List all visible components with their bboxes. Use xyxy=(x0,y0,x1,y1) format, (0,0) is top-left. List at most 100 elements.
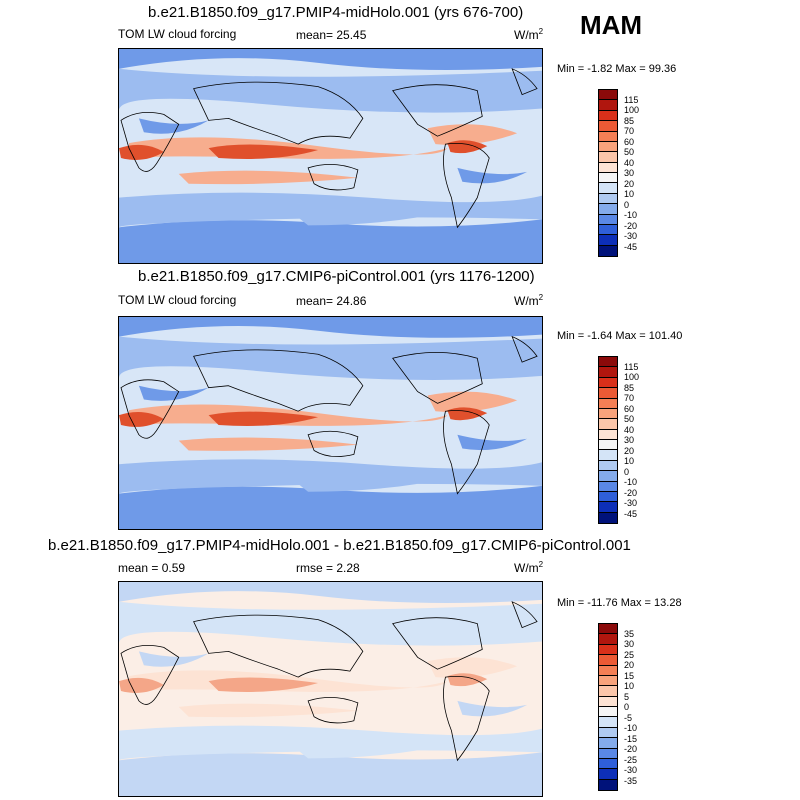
field-contour-cold xyxy=(138,651,209,667)
field-contour-cold xyxy=(119,752,542,796)
colorbar-swatch xyxy=(599,110,617,122)
colorbar-tick-label: -20 xyxy=(624,744,638,754)
season-label: MAM xyxy=(580,10,643,40)
colorbar-swatch xyxy=(599,419,617,430)
colorbar-tick-label: 10 xyxy=(624,681,635,691)
colorbar-tick-label: -5 xyxy=(624,712,633,723)
panel2-minmax: Min = -1.64 Max = 101.40 xyxy=(557,330,683,342)
colorbar-swatch xyxy=(599,502,617,513)
colorbar-tick-label: -20 xyxy=(624,220,638,231)
field-contour-cold xyxy=(457,167,528,184)
field-contour-cold xyxy=(138,385,209,401)
panel3-title: b.e21.B1850.f09_g17.PMIP4-midHolo.001 - … xyxy=(48,537,631,554)
colorbar-swatch xyxy=(599,398,617,409)
colorbar-tick-label: 50 xyxy=(624,147,635,157)
colorbar-swatch xyxy=(599,758,617,770)
coastline xyxy=(511,68,538,96)
field-contour-cool xyxy=(298,745,418,759)
colorbar-swatch xyxy=(599,665,617,676)
coastline xyxy=(193,349,364,412)
field-contour-cool xyxy=(119,68,542,113)
colorbar-swatch xyxy=(599,141,617,153)
colorbar-swatch xyxy=(599,173,617,184)
colorbar-swatch xyxy=(599,686,617,697)
coastline xyxy=(443,676,490,762)
colorbar-swatch xyxy=(599,121,617,132)
colorbar-tick-label: 50 xyxy=(624,414,635,424)
colorbar-swatch xyxy=(599,634,617,645)
colorbar-tick-label: 25 xyxy=(624,649,635,660)
colorbar-tick-label: -10 xyxy=(624,477,638,487)
panel1-mean: mean= 25.45 xyxy=(296,28,367,42)
panel1-title: b.e21.B1850.f09_g17.PMIP4-midHolo.001 (y… xyxy=(148,4,524,21)
coastline xyxy=(511,335,538,363)
colorbar-tick-label: -30 xyxy=(624,765,638,775)
panel2-colorbar xyxy=(598,356,618,524)
colorbar-tick-label: 5 xyxy=(624,691,630,702)
field-contour-warm-max xyxy=(208,411,319,426)
colorbar-swatch xyxy=(599,193,617,205)
panel1-colorbar xyxy=(598,89,618,257)
field-contour-cold xyxy=(119,219,542,263)
colorbar-tick-label: 85 xyxy=(624,382,635,393)
colorbar-tick-label: 30 xyxy=(624,435,635,445)
colorbar-swatch xyxy=(599,769,617,780)
colorbar-tick-label: -20 xyxy=(624,487,638,498)
colorbar-swatch xyxy=(599,377,617,389)
colorbar-tick-label: 0 xyxy=(624,466,630,477)
colorbar-tick-label: -45 xyxy=(624,241,638,252)
field-contour-cool xyxy=(119,459,542,494)
field-contour-cool xyxy=(298,478,418,492)
panel2-coastlines xyxy=(120,335,538,495)
panel3-minmax: Min = -11.76 Max = 13.28 xyxy=(557,597,682,609)
colorbar-swatch xyxy=(599,748,617,759)
field-contour-cool xyxy=(119,336,542,380)
colorbar-swatch xyxy=(599,471,617,482)
colorbar-swatch xyxy=(599,235,617,246)
colorbar-swatch xyxy=(599,460,617,472)
colorbar-swatch xyxy=(599,491,617,503)
colorbar-swatch xyxy=(599,245,617,256)
colorbar-swatch xyxy=(599,224,617,236)
coastline xyxy=(120,112,180,172)
colorbar-tick-label: 115 xyxy=(624,94,639,105)
colorbar-swatch xyxy=(599,644,617,656)
colorbar-swatch xyxy=(599,367,617,378)
field-contour-warm-max xyxy=(208,144,319,159)
coastline xyxy=(120,645,180,705)
coastline xyxy=(392,351,483,404)
panel3-coastlines xyxy=(120,601,538,762)
colorbar-tick-label: 70 xyxy=(624,126,635,136)
panel3-map xyxy=(118,581,543,797)
colorbar-swatch xyxy=(599,440,617,451)
field-contour-warm-max xyxy=(119,677,164,693)
field-contour-warm-max xyxy=(119,144,164,160)
field-contour-warm xyxy=(427,124,518,145)
colorbar-swatch xyxy=(599,90,617,101)
coastline xyxy=(443,143,490,229)
panel2-left-label: TOM LW cloud forcing xyxy=(118,293,237,307)
panel1-map xyxy=(118,48,543,264)
colorbar-tick-label: -10 xyxy=(624,723,638,733)
field-contour-cool xyxy=(119,192,542,228)
field-contour-cold xyxy=(119,317,542,338)
colorbar-swatch xyxy=(599,357,617,368)
colorbar-tick-label: 70 xyxy=(624,393,635,403)
colorbar-swatch xyxy=(599,152,617,163)
panel2-map xyxy=(118,316,543,530)
colorbar-swatch xyxy=(599,624,617,635)
colorbar-tick-label: 40 xyxy=(624,424,635,435)
field-contour-warm-max xyxy=(119,412,164,427)
coastline xyxy=(193,614,364,678)
colorbar-tick-label: 30 xyxy=(624,168,635,178)
field-contour-cool xyxy=(119,725,542,761)
colorbar-tick-label: 60 xyxy=(624,136,635,147)
field-contour-warm-max xyxy=(208,677,319,692)
coastline xyxy=(392,84,483,137)
panel3-colorbar xyxy=(598,623,618,791)
colorbar-swatch xyxy=(599,388,617,399)
colorbar-swatch xyxy=(599,779,617,790)
colorbar-tick-label: 15 xyxy=(624,670,635,681)
colorbar-tick-label: -30 xyxy=(624,231,638,241)
colorbar-tick-label: 10 xyxy=(624,189,635,199)
